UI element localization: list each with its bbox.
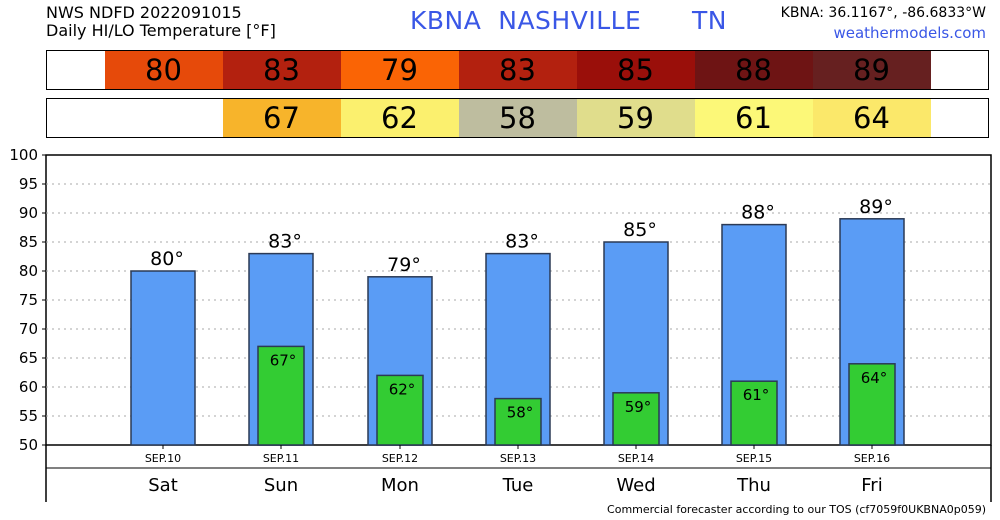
hi-cell-sep-10: 80 <box>104 51 223 89</box>
hi-cell-sep-13: 83 <box>458 51 577 89</box>
day-label: Wed <box>616 475 655 496</box>
low-bar <box>848 363 896 446</box>
low-bar <box>494 397 542 446</box>
low-bar <box>612 392 660 446</box>
lo-cell-sep-16: 64 <box>812 99 931 137</box>
low-bar-label: 59° <box>625 398 652 416</box>
day-label: Thu <box>736 475 771 496</box>
day-label: Sat <box>148 475 178 496</box>
hi-cell-sep-12: 79 <box>340 51 459 89</box>
low-bar <box>730 380 778 446</box>
y-tick-label: 55 <box>19 407 38 425</box>
high-bar-label: 85° <box>623 219 657 241</box>
product-line: NWS NDFD 2022091015 <box>46 3 242 22</box>
hi-cell-sep-16: 89 <box>812 51 931 89</box>
high-bar <box>130 270 196 446</box>
high-bar-label: 89° <box>859 196 893 218</box>
date-label: SEP.12 <box>382 452 418 465</box>
lo-cell-sep-10 <box>104 99 223 137</box>
high-bar-label: 80° <box>150 248 184 270</box>
date-label: SEP.11 <box>263 452 299 465</box>
lo-cell-sep-11: 67 <box>222 99 341 137</box>
lo-cell-sep-15: 61 <box>694 99 813 137</box>
station-title: KBNA NASHVILLE TN <box>410 6 727 35</box>
y-tick-label: 95 <box>19 175 38 193</box>
date-label: SEP.14 <box>618 452 654 465</box>
y-tick-label: 80 <box>19 262 38 280</box>
date-label: SEP.13 <box>500 452 536 465</box>
low-bar <box>257 345 305 446</box>
y-tick-label: 50 <box>19 436 38 454</box>
date-label: SEP.16 <box>854 452 890 465</box>
y-tick-label: 100 <box>9 146 38 164</box>
y-tick-label: 75 <box>19 291 38 309</box>
date-label: SEP.10 <box>145 452 181 465</box>
site-link[interactable]: weathermodels.com <box>833 24 986 42</box>
day-label: Tue <box>502 475 534 496</box>
low-bar-label: 64° <box>861 369 888 387</box>
y-tick-label: 70 <box>19 320 38 338</box>
y-tick-label: 90 <box>19 204 38 222</box>
header-left: NWS NDFD 2022091015 Daily HI/LO Temperat… <box>46 4 276 40</box>
footer-note: Commercial forecaster according to our T… <box>607 503 986 516</box>
station-coords: KBNA: 36.1167°, -86.6833°W <box>780 5 986 21</box>
low-bar-label: 62° <box>389 380 416 398</box>
date-label: SEP.15 <box>736 452 772 465</box>
hi-cell-sep-11: 83 <box>222 51 341 89</box>
high-bar-label: 83° <box>268 231 302 253</box>
high-temperature-strip: 80 83 79 83 85 88 89 <box>46 50 989 90</box>
y-tick-label: 65 <box>19 349 38 367</box>
low-temperature-strip: 67 62 58 59 61 64 <box>46 98 989 138</box>
lo-cell-sep-14: 59 <box>576 99 695 137</box>
lo-cell-sep-13: 58 <box>458 99 577 137</box>
high-bar-label: 79° <box>387 254 421 276</box>
parameter-line: Daily HI/LO Temperature [°F] <box>46 21 276 40</box>
high-bar-label: 83° <box>505 231 539 253</box>
y-tick-label: 85 <box>19 233 38 251</box>
day-label: Sun <box>264 475 298 496</box>
day-label: Mon <box>381 475 419 496</box>
lo-cell-sep-12: 62 <box>340 99 459 137</box>
low-bar-label: 67° <box>270 351 297 369</box>
y-tick-label: 60 <box>19 378 38 396</box>
low-bar-label: 58° <box>507 404 534 422</box>
hi-cell-sep-15: 88 <box>694 51 813 89</box>
low-bar <box>376 374 424 446</box>
low-bar-label: 61° <box>743 386 770 404</box>
hi-cell-sep-14: 85 <box>576 51 695 89</box>
header-right: KBNA: 36.1167°, -86.6833°W weathermodels… <box>781 4 986 42</box>
day-label: Fri <box>861 475 882 496</box>
high-bar-label: 88° <box>741 202 775 224</box>
